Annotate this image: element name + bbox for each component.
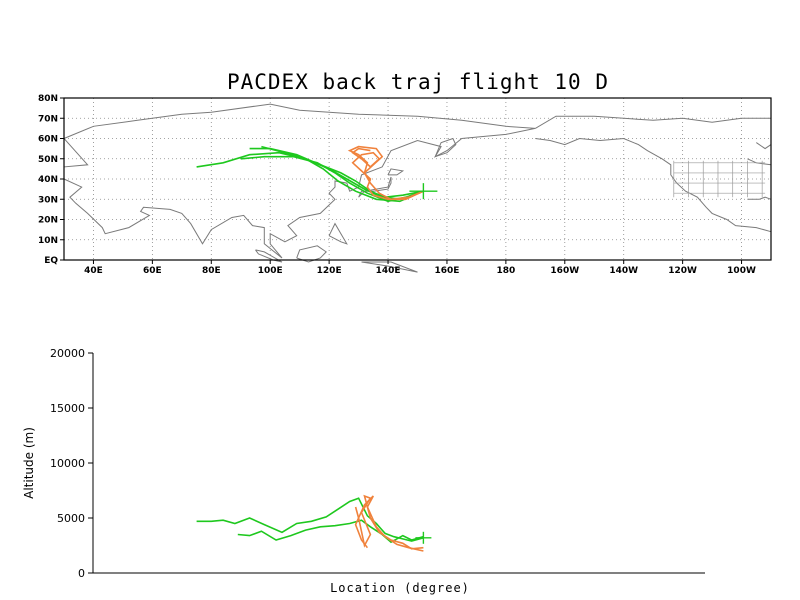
map-grid bbox=[64, 98, 771, 260]
map-x-tick-label: 160W bbox=[550, 266, 579, 276]
altitude-y-label: Altitude (m) bbox=[22, 427, 36, 499]
altitude-lines bbox=[196, 494, 432, 552]
altitude-line-green bbox=[196, 497, 424, 542]
map-x-ticks: 40E 60E 80E 100E 120E 140E 160E 180 160W 140W 120W… bbox=[84, 260, 756, 276]
altitude-line-orange bbox=[354, 494, 424, 550]
map-y-tick-label: 80N bbox=[38, 94, 58, 104]
map-x-tick-label: 60E bbox=[143, 266, 162, 276]
altitude-y-tick-label: 15000 bbox=[50, 402, 85, 415]
coastline bbox=[434, 137, 457, 158]
map-x-tick-label: 80E bbox=[202, 266, 221, 276]
map-y-ticks: EQ 10N 20N 30N 40N 50N 60N 70N 80N bbox=[38, 94, 64, 266]
coastline bbox=[361, 261, 418, 273]
map-x-tick-label: 40E bbox=[84, 266, 103, 276]
map-x-tick-label: 100E bbox=[258, 266, 283, 276]
map-y-tick-label: 60N bbox=[38, 135, 58, 145]
coastline bbox=[255, 249, 283, 263]
map-y-tick-label: 10N bbox=[38, 236, 58, 246]
altitude-x-label: Location (degree) bbox=[330, 581, 470, 595]
coastline bbox=[756, 142, 772, 150]
map-x-tick-label: 140E bbox=[376, 266, 401, 276]
coastlines bbox=[63, 103, 772, 273]
coastline bbox=[387, 168, 405, 176]
map-x-tick-label: 100W bbox=[727, 266, 756, 276]
coastline bbox=[63, 103, 536, 259]
map-x-tick-label: 140W bbox=[609, 266, 638, 276]
coastline bbox=[747, 158, 772, 166]
trajectory-lines bbox=[196, 145, 438, 203]
map-y-tick-label: 20N bbox=[38, 216, 58, 226]
coastline bbox=[296, 245, 327, 263]
map-y-tick-label: 40N bbox=[38, 175, 58, 185]
map-y-tick-label: 70N bbox=[38, 114, 58, 124]
trajectory-line-orange bbox=[351, 147, 424, 201]
coastline bbox=[535, 137, 772, 233]
trajectory-line-green bbox=[249, 147, 424, 199]
map-y-tick-label: 30N bbox=[38, 195, 58, 205]
altitude-y-tick-label: 10000 bbox=[50, 457, 85, 470]
altitude-y-ticks: 0 5000 10000 15000 20000 bbox=[50, 347, 93, 580]
coastline bbox=[747, 196, 772, 200]
map-y-tick-label: EQ bbox=[44, 256, 58, 266]
map-x-tick-label: 120W bbox=[668, 266, 697, 276]
altitude-y-tick-label: 20000 bbox=[50, 347, 85, 360]
altitude-panel: 0 5000 10000 15000 20000 Location (degree) A… bbox=[22, 347, 705, 595]
altitude-line-green bbox=[237, 519, 424, 544]
map-x-tick-label: 160E bbox=[434, 266, 459, 276]
altitude-y-tick-label: 5000 bbox=[57, 512, 85, 525]
map-x-tick-label: 120E bbox=[317, 266, 342, 276]
altitude-y-tick-label: 0 bbox=[78, 567, 85, 580]
chart-title: PACDEX back traj flight 10 D bbox=[227, 70, 609, 94]
map-panel: 40E 60E 80E 100E 120E 140E 160E 180 160W 140W 120W… bbox=[38, 94, 772, 276]
coastline bbox=[535, 115, 771, 129]
map-x-tick-label: 180 bbox=[496, 266, 515, 276]
altitude-line-orange bbox=[354, 495, 424, 552]
map-y-tick-label: 50N bbox=[38, 155, 58, 165]
trajectory-line-orange bbox=[347, 145, 424, 201]
coastline bbox=[328, 222, 348, 245]
